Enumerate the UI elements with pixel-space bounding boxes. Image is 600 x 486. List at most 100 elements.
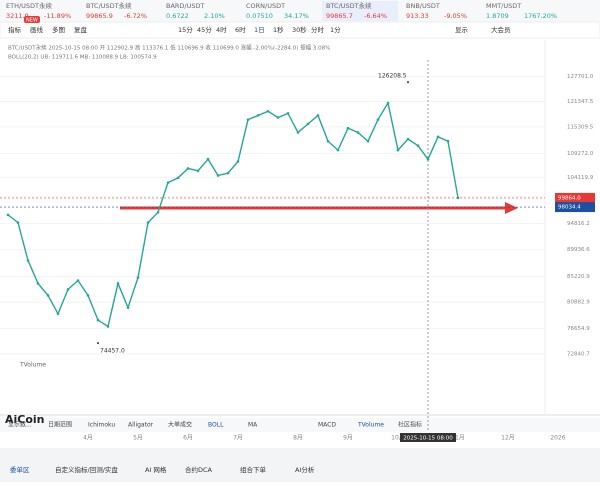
ticker-change: 2.10% [204, 12, 225, 20]
price-point [76, 279, 80, 282]
interval-button[interactable]: 4时 [216, 25, 227, 34]
price-line [7, 101, 459, 328]
indicator-tab[interactable]: 大单成交 [168, 421, 192, 429]
y-tick-label: 94816.2 [567, 221, 590, 227]
price-point [246, 118, 250, 121]
ticker-name[interactable]: ETH/USDT永续 [6, 1, 53, 10]
indicator-tab[interactable]: 社区指标 [398, 421, 422, 429]
price-point [296, 131, 300, 134]
toolbar-button[interactable]: 大会员 [491, 25, 511, 34]
price-tag [555, 202, 595, 213]
price-point [156, 211, 160, 214]
y-tick-label: 80882.9 [567, 300, 590, 306]
ticker-name[interactable]: BARD/USDT [166, 2, 205, 10]
x-tick-label: 4月 [83, 435, 93, 442]
price-point [386, 101, 390, 105]
ticker-bar [0, 0, 600, 22]
interval-button[interactable]: 1分 [330, 25, 341, 34]
interval-button[interactable]: 1日 [254, 26, 265, 34]
price-point [406, 137, 410, 141]
toolbar-button[interactable]: 复盘 [74, 25, 88, 34]
interval-button[interactable]: 45分 [197, 25, 212, 34]
ticker-name[interactable]: MMT/USDT [486, 2, 521, 10]
y-tick-label: 104119.9 [567, 175, 594, 181]
bottom-tab[interactable]: AI分析 [295, 465, 315, 474]
interval-button[interactable]: 分时 [311, 25, 325, 34]
indicator-tab[interactable]: MACD [318, 422, 336, 429]
toolbar-button[interactable]: AI解读 [527, 25, 547, 34]
bottom-tab[interactable]: 自定义指标/回测/实盘 [55, 465, 118, 474]
price-point [336, 148, 340, 152]
toolbar-button[interactable]: 画线 [30, 25, 44, 34]
price-point [136, 276, 140, 279]
legend: BOLL(20,2) UB: 119711.6 MB: 110088.9 LB:… [8, 55, 157, 61]
price-point [186, 167, 190, 170]
toolbar-button[interactable]: 多图 [52, 25, 65, 34]
interval-button[interactable]: 6时 [235, 25, 246, 34]
price-point [446, 139, 450, 143]
price-point [356, 131, 360, 134]
bottom-tab[interactable]: AI 网格 [145, 465, 167, 474]
toolbar-button[interactable]: 指标 [8, 25, 22, 34]
extreme-mark [407, 81, 409, 84]
ticker-price[interactable]: 1.8709 [486, 12, 509, 20]
x-tick-label: 7月 [233, 435, 243, 442]
bottom-tab[interactable]: 委单区 [10, 465, 30, 474]
price-point [306, 122, 310, 126]
x-tick-label: 11月 [451, 435, 465, 442]
interval-button[interactable]: 30秒 [292, 25, 307, 34]
interval-button[interactable]: 15分 [178, 25, 193, 34]
y-tick-label: 121347.5 [567, 99, 594, 105]
ticker-price[interactable]: 99865.9 [86, 12, 113, 20]
price-tag [555, 192, 595, 203]
bottom-tab[interactable]: 合约DCA [185, 465, 213, 474]
y-tick-label: 89936.6 [567, 247, 590, 253]
badge-text: NEW [26, 18, 38, 24]
ticker-name[interactable]: BTC/USDT永续 [86, 1, 132, 10]
price-point [176, 176, 180, 180]
price-point [6, 213, 10, 217]
indicator-tab[interactable]: Alligator [128, 422, 154, 429]
indicator-tab[interactable]: 显示数... [8, 421, 32, 429]
indicator-tab[interactable]: TVolume [357, 422, 384, 429]
ticker-name[interactable]: BNB/USDT [406, 2, 440, 10]
bottom-tab[interactable]: 组合下单 [240, 465, 267, 474]
x-tick-label: 2026 [550, 435, 565, 442]
interval-button[interactable]: 1秒 [273, 25, 284, 34]
toolbar-button[interactable]: 显示 [455, 26, 469, 34]
price-point [126, 306, 130, 309]
toolbar [0, 21, 600, 39]
y-tick-label: 76654.9 [567, 326, 590, 332]
y-tick-label: 109272.0 [567, 151, 594, 157]
ticker-name[interactable]: CORN/USDT [246, 2, 285, 10]
price-point [266, 109, 270, 113]
ticker-price[interactable]: 3211.9 [6, 12, 29, 20]
price-point [86, 294, 90, 297]
ticker-price[interactable]: 0.07510 [246, 12, 273, 20]
ticker-price[interactable]: 913.33 [406, 12, 429, 20]
legend: BTC/USDT永续 2025-10-15 08:00 开 112902.9 高… [8, 44, 330, 52]
extreme-label: 74457.0 [100, 348, 125, 355]
y-tick-label: 72840.7 [567, 351, 590, 357]
price-tag-label: 98034.4 [558, 205, 581, 211]
ticker-name[interactable]: BTC/USDT永续 [326, 1, 372, 10]
ticker-change: -11.89% [44, 12, 71, 20]
price-point [26, 259, 30, 262]
price-point [366, 139, 370, 143]
ticker-change: 34.17% [284, 12, 309, 20]
indicator-tab[interactable]: BOLL [208, 422, 224, 429]
price-point [66, 288, 70, 291]
indicator-tab[interactable]: 日期范围 [48, 421, 72, 429]
price-point [286, 112, 290, 115]
indicator-tab[interactable]: MA [248, 422, 258, 429]
ticker-selected [322, 1, 398, 21]
ticker-price[interactable]: 0.6722 [166, 12, 189, 20]
price-point [36, 282, 40, 285]
ticker-price[interactable]: 99865.7 [326, 12, 353, 20]
price-point [106, 325, 110, 328]
indicator-tab[interactable]: Ichimoku [88, 422, 115, 429]
ticker-change: -6.64% [364, 12, 387, 20]
price-point [426, 157, 430, 161]
